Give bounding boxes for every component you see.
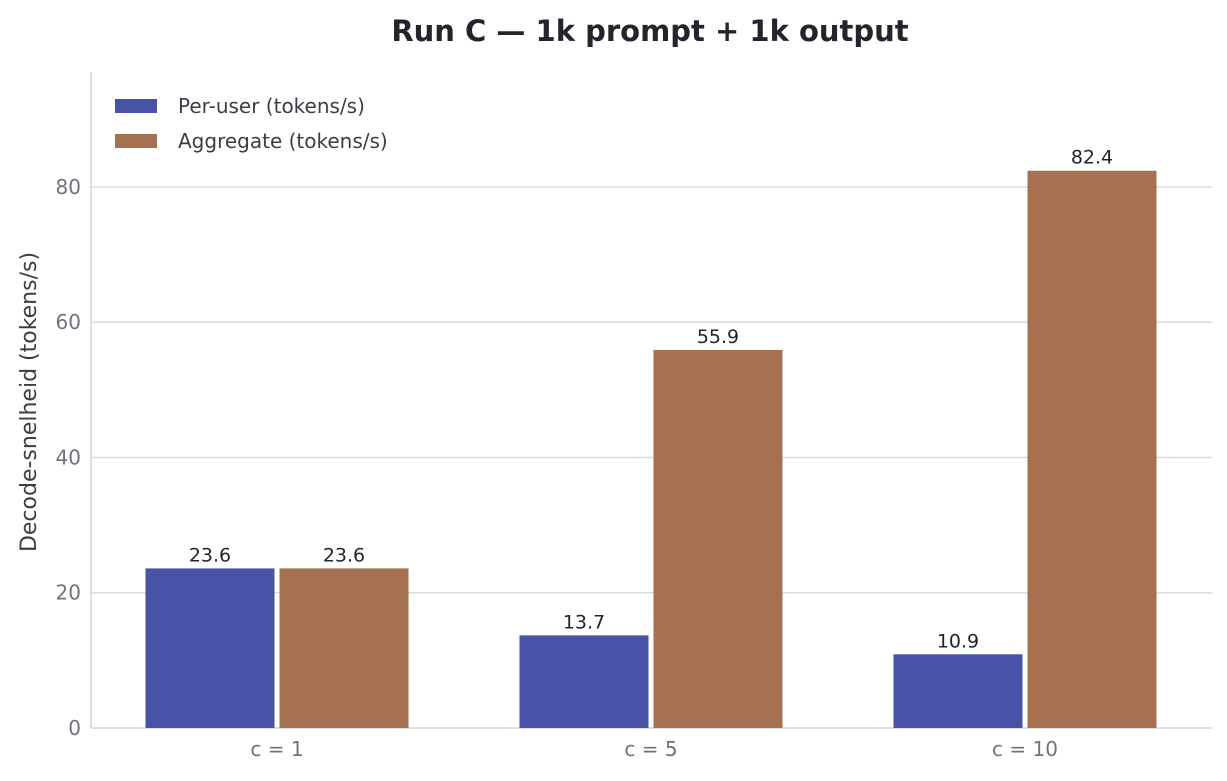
gridlines xyxy=(91,186,1212,594)
legend-swatch-aggregate xyxy=(115,134,157,148)
x-tick-label-c-1: c = 1 xyxy=(250,737,303,761)
y-tick-label-20: 20 xyxy=(56,581,81,605)
y-tick-label-0: 0 xyxy=(68,716,81,740)
legend-swatch-per-user xyxy=(115,99,157,113)
legend-label-aggregate: Aggregate (tokens/s) xyxy=(178,129,388,153)
data-labels: 23.6 13.7 10.9 23.6 55.9 82.4 xyxy=(189,147,1113,653)
y-tick-label-80: 80 xyxy=(56,175,81,199)
bar-aggregate-c-1 xyxy=(279,568,409,728)
x-tick-label-c-5: c = 5 xyxy=(624,737,677,761)
axes xyxy=(90,72,1212,729)
x-tick-labels: c = 1 c = 5 c = 10 xyxy=(250,737,1058,761)
data-label-aggregate-c-1: 23.6 xyxy=(323,544,365,566)
y-tick-label-40: 40 xyxy=(56,445,81,469)
y-tick-label-60: 60 xyxy=(56,310,81,334)
x-tick-label-c-10: c = 10 xyxy=(992,737,1058,761)
legend: Per-user (tokens/s) Aggregate (tokens/s) xyxy=(115,94,388,153)
chart-title: Run C — 1k prompt + 1k output xyxy=(391,14,908,48)
data-label-per-user-c-10: 10.9 xyxy=(937,630,979,652)
data-label-per-user-c-5: 13.7 xyxy=(563,611,605,633)
data-label-aggregate-c-5: 55.9 xyxy=(697,326,739,348)
y-axis-label: Decode-snelheid (tokens/s) xyxy=(17,252,42,552)
legend-label-per-user: Per-user (tokens/s) xyxy=(178,94,365,118)
bar-per-user-c-5 xyxy=(519,635,649,728)
data-label-aggregate-c-10: 82.4 xyxy=(1071,147,1113,169)
bar-per-user-c-10 xyxy=(893,654,1023,728)
data-label-per-user-c-1: 23.6 xyxy=(189,544,231,566)
y-tick-labels: 0 20 40 60 80 xyxy=(56,175,81,740)
bars xyxy=(145,170,1157,728)
bar-aggregate-c-10 xyxy=(1027,170,1157,728)
bar-per-user-c-1 xyxy=(145,568,275,728)
bar-aggregate-c-5 xyxy=(653,349,783,728)
